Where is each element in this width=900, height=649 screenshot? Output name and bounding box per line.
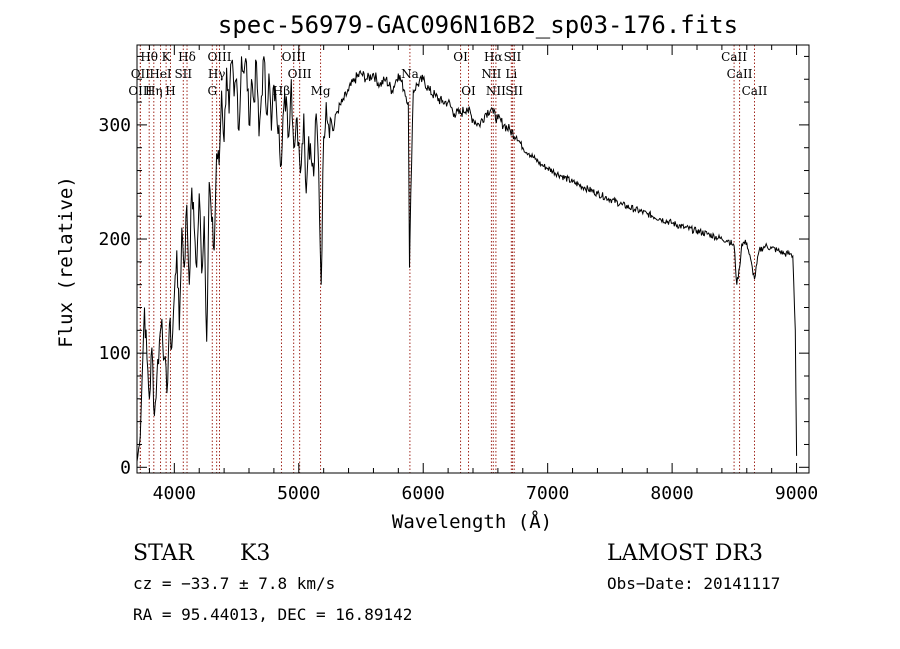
line-label: K (162, 50, 172, 64)
line-label: H (165, 84, 175, 98)
x-tick-label: 5000 (277, 483, 320, 504)
x-tick-label: 9000 (775, 483, 818, 504)
obs-date: Obs−Date: 20141117 (607, 574, 780, 593)
line-label: CaII (727, 67, 753, 81)
line-label: OIII (128, 84, 152, 98)
line-label: SII (504, 50, 522, 64)
spectrum-line (136, 56, 798, 462)
line-label: OIII (288, 67, 312, 81)
spectral-line-markers (139, 45, 755, 473)
line-label: Hβ (273, 84, 290, 98)
line-label: NII (486, 84, 506, 98)
line-label: OII (131, 67, 151, 81)
line-label: SII (174, 67, 192, 81)
y-axis-ticks: 0 100 200 300 (98, 55, 809, 478)
line-label: Hγ (208, 67, 226, 81)
line-label: OI (453, 50, 468, 64)
y-tick-label: 300 (98, 115, 131, 136)
cz-readout: cz = −33.7 ± 7.8 km/s (133, 574, 335, 593)
y-axis-label: Flux (relative) (55, 176, 77, 348)
line-label: Hθ (140, 50, 158, 64)
survey-label: LAMOST DR3 (607, 541, 763, 566)
y-tick-label: 100 (98, 343, 131, 364)
line-label: Mg (311, 84, 331, 98)
chart-title: spec-56979-GAC096N16B2_sp03-176.fits (218, 11, 738, 39)
y-tick-label: 200 (98, 229, 131, 250)
x-tick-label: 7000 (526, 483, 569, 504)
line-label: Hη (145, 84, 163, 98)
class-label: STAR (133, 541, 195, 566)
coordinates-readout: RA = 95.44013, DEC = 16.89142 (133, 605, 412, 624)
line-label: CaII (742, 84, 768, 98)
line-label: SII (505, 84, 523, 98)
line-label: OIII (282, 50, 306, 64)
line-label: NII (481, 67, 501, 81)
line-label: HeI (149, 67, 172, 81)
x-tick-label: 6000 (402, 483, 445, 504)
line-label: G (207, 84, 217, 98)
line-label: OIII (207, 50, 231, 64)
line-label: CaII (721, 50, 747, 64)
line-label: Na (401, 67, 419, 81)
x-axis-label: Wavelength (Å) (392, 510, 552, 533)
line-label: Hδ (178, 50, 196, 64)
x-axis-ticks: 4000 5000 6000 7000 8000 9000 (148, 45, 818, 504)
line-label: OI (461, 84, 476, 98)
line-label: Li (505, 67, 517, 81)
y-tick-label: 0 (120, 457, 131, 478)
subclass-label: K3 (240, 541, 270, 566)
x-tick-label: 4000 (153, 483, 196, 504)
line-label: Hα (484, 50, 503, 64)
x-tick-label: 8000 (650, 483, 693, 504)
